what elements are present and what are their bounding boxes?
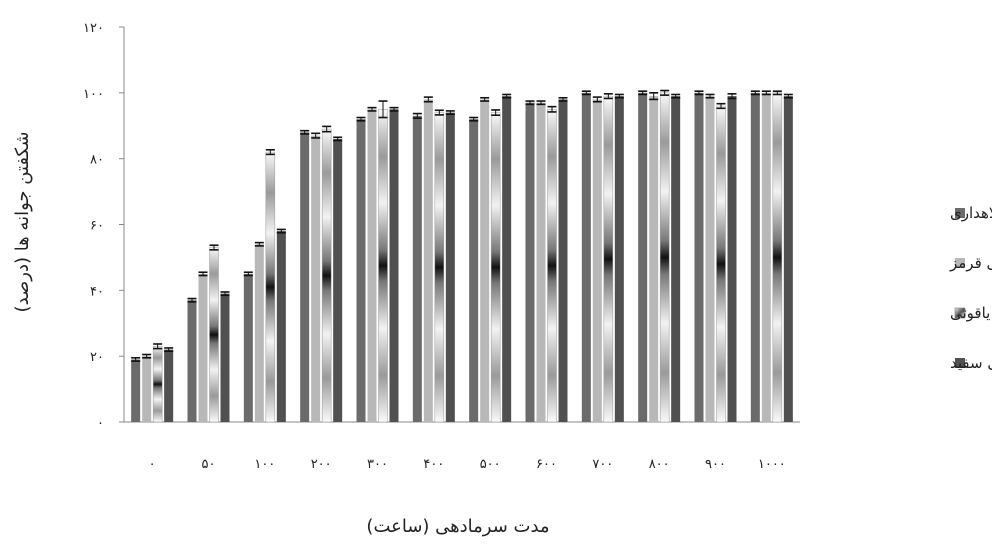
y-tick-label: ۱۲۰ [83, 21, 104, 36]
legend-swatch [954, 307, 966, 319]
legend-swatch [955, 358, 965, 368]
bar [536, 102, 546, 422]
bar [445, 112, 455, 422]
legend-label: کلاهداری [950, 204, 992, 222]
bar [333, 138, 343, 422]
legend-label: کشمشی قرمز [949, 254, 992, 272]
legend-swatch [955, 208, 965, 218]
bar [434, 112, 445, 423]
legend-label: یاقوتی [950, 304, 990, 322]
bar [547, 109, 557, 423]
bars-group [131, 89, 793, 423]
bar [783, 96, 793, 422]
x-tick-label: ۶۰۰ [536, 457, 557, 472]
bar [142, 356, 152, 422]
bar [761, 92, 771, 422]
bar [603, 95, 614, 423]
y-tick-label: ۶۰ [90, 219, 104, 234]
bar [311, 135, 321, 422]
bar [659, 92, 670, 423]
x-tick-label: ۴۰۰ [423, 457, 444, 472]
bar [592, 99, 602, 423]
x-axis: ۰ ۵۰ ۱۰۰ ۲۰۰ ۳۰۰ ۴۰۰ ۵۰۰ ۶۰۰ ۷۰۰ ۸۰۰ ۹۰۰ ۱۰۰۰ [124, 421, 800, 472]
bar [490, 112, 501, 423]
y-axis-title: شکفتن جوانه ها (درصد) [12, 132, 33, 313]
bar [367, 109, 377, 423]
bar [649, 96, 659, 422]
x-tick-label: ۵۰ [202, 457, 216, 472]
bar [525, 102, 535, 422]
bar [265, 151, 276, 423]
bar [389, 109, 399, 423]
x-tick-label: ۵۰۰ [480, 457, 501, 472]
bar [727, 96, 737, 422]
x-tick-label: ۰ [149, 457, 156, 472]
x-tick-label: ۷۰۰ [592, 457, 613, 472]
x-tick-label: ۳۰۰ [367, 457, 388, 472]
bar [716, 105, 726, 423]
legend-label: کشمشی سفید [950, 354, 992, 372]
bar [671, 96, 681, 422]
x-tick-label: ۱۰۰ [254, 457, 275, 472]
y-tick-label: ۸۰ [90, 153, 104, 168]
bar [131, 359, 141, 422]
bar [187, 300, 197, 422]
bar [412, 115, 422, 422]
bar [152, 346, 163, 423]
bar [581, 92, 591, 422]
bar [300, 132, 310, 423]
bar [772, 92, 783, 423]
bar [469, 119, 479, 423]
bar [638, 92, 648, 422]
bar [209, 247, 219, 423]
bar [321, 128, 332, 423]
x-tick-label: ۹۰۰ [705, 457, 726, 472]
bar [750, 92, 760, 422]
x-axis-title: مدت سرمادهی (ساعت) [366, 516, 549, 537]
bar [164, 349, 174, 422]
y-tick-label: ۴۰ [90, 284, 104, 299]
legend-swatch [955, 258, 965, 268]
x-tick-label: ۱۰۰۰ [758, 457, 786, 472]
bar [480, 99, 490, 423]
bar [694, 92, 704, 422]
y-axis: ۰ ۲۰ ۴۰ ۶۰ ۸۰ ۱۰۰ ۱۲۰ [83, 21, 125, 431]
x-tick-label: ۲۰۰ [311, 457, 332, 472]
y-tick-label: ۱۰۰ [83, 87, 104, 102]
y-tick-label: ۲۰ [90, 350, 104, 365]
legend: کلاهداری کشمشی قرمز یاقوتی کشمشی سفید [949, 204, 992, 372]
bar [614, 96, 624, 422]
bar [243, 273, 253, 422]
x-tick-label: ۸۰۰ [649, 457, 670, 472]
bar [502, 96, 512, 422]
bar [220, 293, 230, 422]
bar [276, 231, 286, 422]
y-tick-label: ۰ [97, 416, 104, 431]
bar [198, 273, 208, 422]
bar [558, 99, 568, 423]
bar [356, 119, 366, 423]
bar [423, 99, 433, 423]
bar [705, 96, 715, 422]
bar [254, 244, 264, 422]
bar [378, 109, 388, 423]
